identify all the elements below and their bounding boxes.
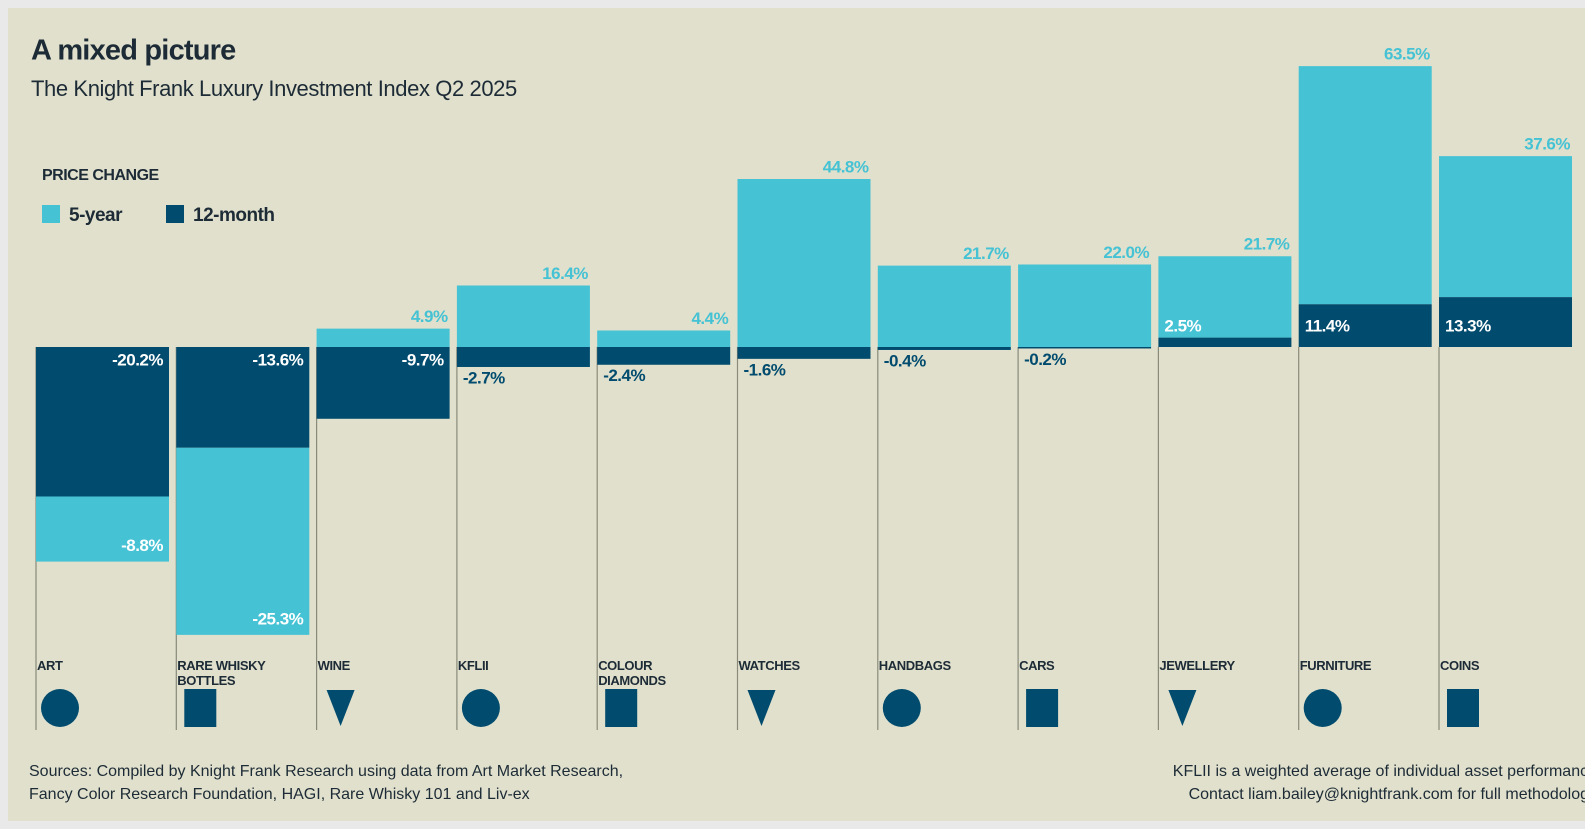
bar-5-year xyxy=(597,330,731,347)
bar-5-year xyxy=(1018,264,1152,347)
bar-5-year xyxy=(877,265,1011,347)
value-label: -9.7% xyxy=(402,350,444,369)
bar-5-year xyxy=(1298,66,1432,305)
category-icon xyxy=(1168,690,1197,726)
category-icon xyxy=(747,690,776,726)
legend-label: 5-year xyxy=(69,205,123,226)
value-label: 22.0% xyxy=(1103,243,1149,262)
value-label: -20.2% xyxy=(112,350,163,369)
notes: KFLII is a weighted average of individua… xyxy=(1173,760,1585,806)
value-label: 4.9% xyxy=(411,307,448,326)
legend-swatch xyxy=(42,205,60,223)
value-label: -1.6% xyxy=(744,360,786,379)
category-label: FURNITURE xyxy=(1299,658,1372,673)
bar-12-month xyxy=(1298,304,1432,347)
category-label: HANDBAGS xyxy=(878,658,951,673)
value-label: 63.5% xyxy=(1384,45,1430,64)
bar-12-month xyxy=(1158,337,1292,347)
category-label: COINS xyxy=(1440,658,1480,673)
category-icon xyxy=(1026,689,1059,727)
value-label: 13.3% xyxy=(1445,316,1491,335)
category-label: KFLII xyxy=(457,658,489,673)
value-label: 2.5% xyxy=(1164,316,1201,335)
value-label: 11.4% xyxy=(1305,316,1350,335)
value-label: -13.6% xyxy=(252,350,303,369)
bar-5-year xyxy=(737,179,871,347)
legend-label: 12-month xyxy=(193,205,275,226)
bar-5-year xyxy=(316,328,450,347)
chart-subtitle: The Knight Frank Luxury Investment Index… xyxy=(31,76,517,101)
note-line: KFLII is a weighted average of individua… xyxy=(1172,763,1585,780)
bar-12-month xyxy=(36,347,169,497)
legend-title: PRICE CHANGE xyxy=(42,167,160,184)
note-line: Contact liam.bailey@knightfrank.com for … xyxy=(1188,786,1585,803)
sources: Sources: Compiled by Knight Frank Resear… xyxy=(29,760,623,806)
category-label: COLOUR DIAMONDS xyxy=(598,658,666,688)
value-label: 37.6% xyxy=(1524,135,1570,154)
bar-12-month xyxy=(1018,347,1152,349)
bar-12-month xyxy=(176,347,310,448)
value-label: -8.8% xyxy=(121,536,163,555)
value-label: -2.4% xyxy=(603,366,645,385)
category-icon xyxy=(41,689,79,727)
chart-panel: A mixed picture The Knight Frank Luxury … xyxy=(8,8,1585,821)
bar-12-month xyxy=(737,347,871,359)
category-icon xyxy=(461,689,500,727)
bar-5-year xyxy=(1439,156,1572,298)
value-label: 44.8% xyxy=(823,157,869,176)
value-label: -0.4% xyxy=(884,351,926,370)
bar-5-year xyxy=(1158,256,1292,338)
bar-12-month xyxy=(316,347,450,419)
value-label: -0.2% xyxy=(1024,350,1066,369)
chart-title: A mixed picture xyxy=(31,35,236,67)
value-label: 16.4% xyxy=(542,264,588,283)
category-label: WATCHES xyxy=(738,658,801,673)
category-icon xyxy=(1447,689,1479,727)
bar-12-month xyxy=(456,347,590,367)
legend-swatch xyxy=(166,205,184,223)
bar-12-month xyxy=(877,347,1011,350)
value-label: -2.7% xyxy=(463,368,505,387)
value-label: 4.4% xyxy=(691,309,728,328)
source-line: Fancy Color Research Foundation, HAGI, R… xyxy=(29,786,530,803)
bar-5-year xyxy=(36,496,169,562)
bar-12-month xyxy=(597,347,731,365)
category-label: JEWELLERY xyxy=(1159,658,1235,673)
category-label: RARE WHISKY BOTTLES xyxy=(177,658,266,688)
bar-12-month xyxy=(1439,297,1572,347)
category-icon xyxy=(882,689,921,727)
chart: A mixed picture The Knight Frank Luxury … xyxy=(31,35,1572,730)
category-label: WINE xyxy=(317,658,351,673)
bar-5-year xyxy=(176,447,310,635)
category-icon xyxy=(1303,689,1342,727)
bar-5-year xyxy=(456,285,590,347)
source-line: Sources: Compiled by Knight Frank Resear… xyxy=(29,763,624,780)
category-icon xyxy=(326,690,355,726)
category-icon xyxy=(184,689,217,727)
value-label: 21.7% xyxy=(1244,235,1290,254)
value-label: -25.3% xyxy=(252,609,303,628)
value-label: 21.7% xyxy=(963,244,1009,263)
category-icon xyxy=(605,689,638,727)
category-label: CARS xyxy=(1019,658,1055,673)
category-label: ART xyxy=(37,658,63,673)
